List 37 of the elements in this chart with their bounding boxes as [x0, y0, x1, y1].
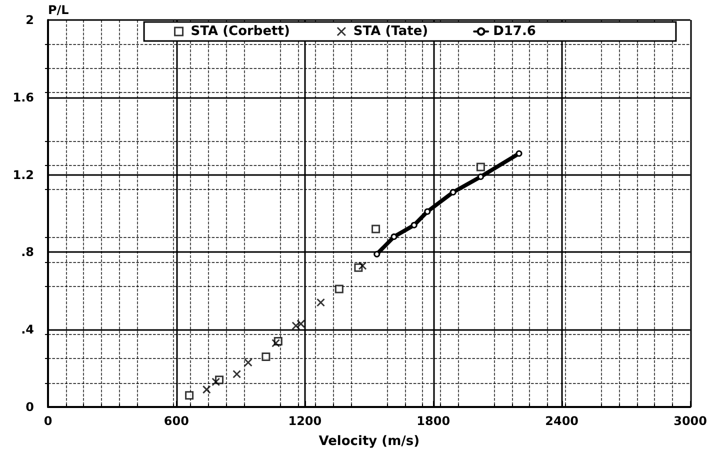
point: [262, 352, 270, 361]
x-axis-title: Velocity (m/s): [318, 434, 420, 449]
point: [477, 173, 484, 180]
y-tick-label: 0: [26, 400, 34, 414]
point: [292, 321, 300, 330]
y-axis-title: P/L: [48, 3, 70, 17]
point: [450, 188, 456, 196]
y-tick-label: .4: [21, 322, 34, 337]
point: [185, 391, 194, 400]
x-tick-label: 3000: [674, 414, 708, 428]
x-tick-label: 1200: [288, 414, 322, 428]
y-tick-label: 1.6: [12, 90, 34, 104]
x-tick-label: 1800: [416, 414, 450, 428]
point: [372, 224, 380, 234]
y-tick-label: .8: [21, 245, 34, 260]
x-tick-label: 600: [164, 414, 189, 428]
point: [296, 320, 306, 328]
point: [374, 250, 380, 258]
x-tick-label: 0: [44, 414, 52, 428]
y-tick-label: 1.2: [12, 168, 34, 182]
legend-label: STA (Tate): [353, 24, 428, 39]
point: [202, 385, 211, 394]
point: [334, 284, 344, 294]
point: [244, 358, 252, 367]
point: [390, 233, 398, 240]
point: [232, 370, 242, 378]
x-tick-label: 2400: [545, 414, 579, 428]
point: [316, 298, 326, 307]
point: [516, 150, 522, 157]
point: [212, 378, 220, 386]
legend-label: STA (Corbett): [190, 24, 290, 39]
y-tick-label: 2: [26, 13, 34, 27]
point: [358, 261, 367, 270]
point: [424, 208, 431, 215]
legend-label: D17.6: [493, 24, 536, 39]
point: [410, 222, 418, 228]
point: [476, 162, 485, 172]
